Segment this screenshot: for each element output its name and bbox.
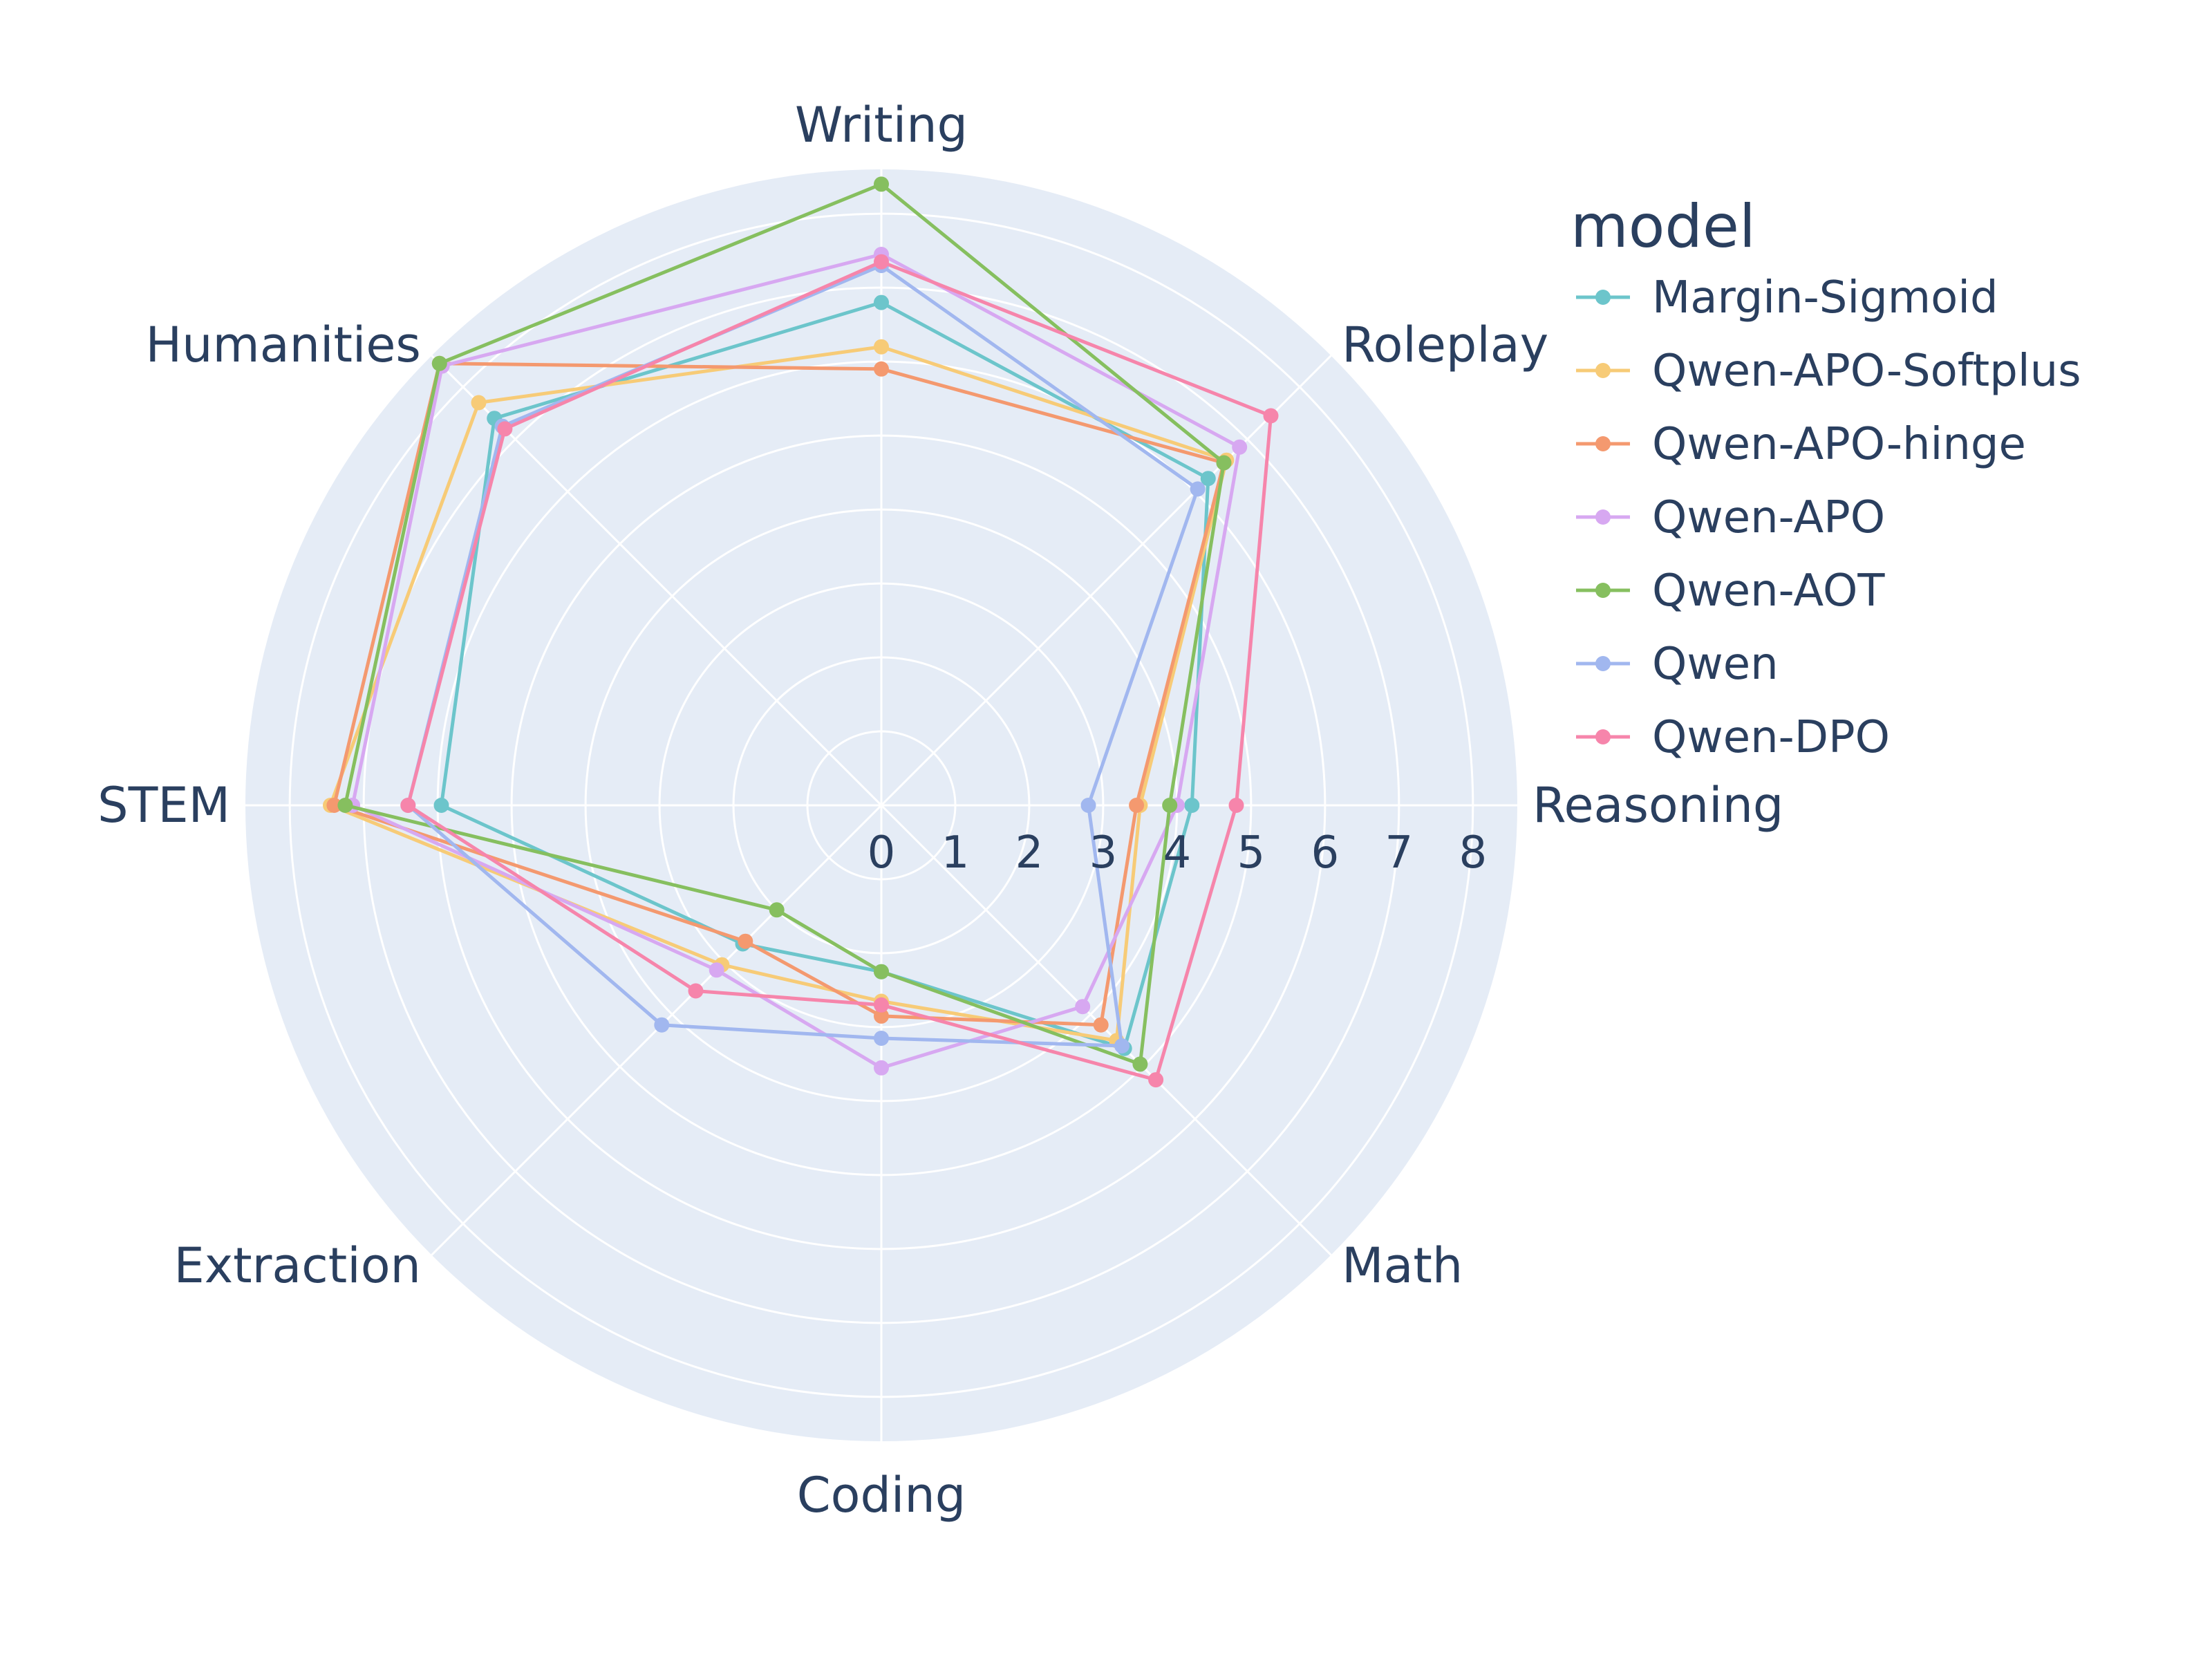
radial-tick-label: 1 xyxy=(941,827,970,879)
legend[interactable]: model Margin-Sigmoid Qwen-APO-Softplus Qwe… xyxy=(1571,192,2081,763)
data-point xyxy=(874,339,889,355)
data-point xyxy=(769,902,785,918)
data-point xyxy=(688,983,704,999)
data-point xyxy=(874,964,889,980)
legend-swatch-marker xyxy=(1595,436,1611,451)
legend-swatch-marker xyxy=(1595,583,1611,598)
legend-title: model xyxy=(1571,192,1756,261)
data-point xyxy=(497,421,513,437)
data-point xyxy=(1263,408,1279,424)
legend-swatch-marker xyxy=(1595,729,1611,744)
radial-tick-label: 6 xyxy=(1311,827,1340,879)
spoke-line xyxy=(880,355,1332,807)
data-point xyxy=(1114,1038,1130,1053)
data-point xyxy=(874,1031,889,1046)
data-point xyxy=(1093,1017,1109,1033)
data-point xyxy=(1129,798,1145,813)
data-point xyxy=(326,798,342,813)
series-4 xyxy=(337,176,1232,1072)
data-point xyxy=(1162,798,1178,813)
legend-label: Qwen xyxy=(1652,639,1779,690)
series-layer xyxy=(323,176,1279,1088)
angular-axis-labels: Writing Roleplay Reasoning Math Coding Extrac… xyxy=(97,97,1783,1524)
data-point xyxy=(1200,471,1216,487)
data-point xyxy=(1132,1056,1148,1072)
data-point xyxy=(1080,798,1096,813)
data-point xyxy=(337,798,353,813)
radial-tick-label: 3 xyxy=(1089,827,1118,879)
radial-tick-label: 0 xyxy=(868,827,896,879)
radial-tick-label: 7 xyxy=(1385,827,1413,879)
data-point xyxy=(1148,1072,1164,1088)
data-point xyxy=(433,798,449,813)
legend-swatch-marker xyxy=(1595,290,1611,305)
legend-item[interactable]: Qwen-APO-Softplus xyxy=(1576,346,2081,397)
polar-grid xyxy=(245,169,1517,1441)
series-2 xyxy=(326,355,1232,1033)
radial-tick-label: 5 xyxy=(1237,827,1266,879)
data-point xyxy=(431,355,447,371)
radial-tick-label: 8 xyxy=(1459,827,1487,879)
data-point xyxy=(874,294,889,310)
legend-swatch-marker xyxy=(1595,363,1611,378)
legend-item[interactable]: Qwen-APO xyxy=(1576,492,1885,543)
data-point xyxy=(738,933,753,949)
data-point xyxy=(874,997,889,1013)
data-point xyxy=(874,361,889,377)
data-point xyxy=(874,1060,889,1076)
legend-label: Qwen-APO-Softplus xyxy=(1652,346,2081,397)
radial-tick-label: 4 xyxy=(1163,827,1192,879)
legend-item[interactable]: Qwen-AOT xyxy=(1576,565,1885,617)
legend-item[interactable]: Margin-Sigmoid xyxy=(1576,272,1998,324)
axis-label-math: Math xyxy=(1342,1237,1463,1294)
data-point xyxy=(400,798,416,813)
legend-label: Qwen-APO-hinge xyxy=(1652,419,2026,470)
legend-label: Qwen-APO xyxy=(1652,492,1885,543)
legend-label: Margin-Sigmoid xyxy=(1652,272,1998,324)
data-point xyxy=(1184,798,1200,813)
data-point xyxy=(1216,455,1232,471)
data-point xyxy=(874,176,889,192)
axis-label-reasoning: Reasoning xyxy=(1533,777,1783,834)
data-point xyxy=(471,395,487,411)
legend-swatch-marker xyxy=(1595,656,1611,671)
legend-item[interactable]: Qwen-DPO xyxy=(1576,712,1890,763)
legend-item[interactable]: Qwen xyxy=(1576,639,1779,690)
data-point xyxy=(874,254,889,270)
axis-label-roleplay: Roleplay xyxy=(1342,317,1548,373)
axis-label-writing: Writing xyxy=(795,97,968,153)
data-point xyxy=(1228,798,1244,813)
data-point xyxy=(709,962,724,978)
axis-label-coding: Coding xyxy=(797,1467,966,1524)
data-point xyxy=(654,1017,670,1033)
radial-tick-label: 2 xyxy=(1015,827,1044,879)
legend-item[interactable]: Qwen-APO-hinge xyxy=(1576,419,2026,470)
legend-label: Qwen-DPO xyxy=(1652,712,1890,763)
axis-label-extraction: Extraction xyxy=(174,1237,421,1294)
data-point xyxy=(1232,439,1248,455)
legend-swatch-marker xyxy=(1595,509,1611,525)
series-6 xyxy=(400,254,1279,1088)
data-point xyxy=(1190,481,1206,497)
legend-label: Qwen-AOT xyxy=(1652,565,1885,617)
data-point xyxy=(1075,999,1091,1015)
axis-label-stem: STEM xyxy=(97,777,230,834)
axis-label-humanities: Humanities xyxy=(146,317,421,373)
data-point xyxy=(874,1008,889,1024)
